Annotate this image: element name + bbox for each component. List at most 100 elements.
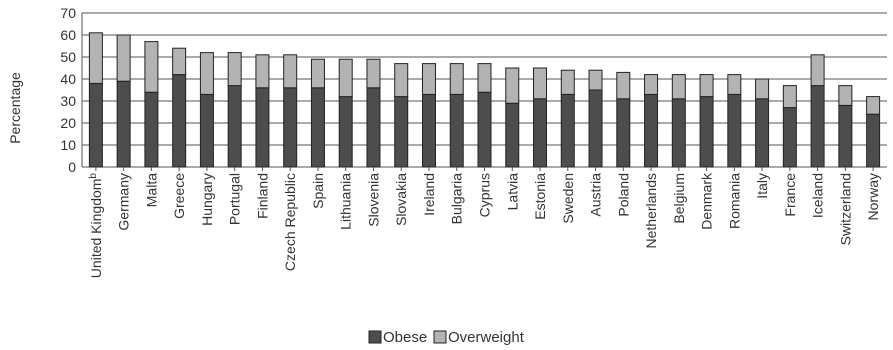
y-axis: 0 10 20 30 40 50 60 70 [60,5,83,175]
y-tick-label: 40 [60,71,76,87]
x-tick-label: Cyprus [477,173,493,217]
bar-overweight-netherlands [644,74,659,95]
x-tick-label-text: Romania [726,173,742,229]
y-tick-label: 30 [60,93,76,109]
bar-overweight-spain [310,58,325,89]
bar-overweight-belgium [671,74,686,100]
x-tick-label: Czech Republic [282,173,298,271]
x-tick-label: Malta [143,173,159,207]
bar-obese-united-kingdom [88,82,103,168]
bar-overweight-cyprus [477,63,492,93]
x-tick-label-text: Sweden [560,173,576,224]
x-tick-label-text: France [782,173,798,217]
bar-obese-iceland [810,85,825,168]
bar-obese-romania [727,93,742,168]
x-tick-label: Austria [588,173,604,217]
x-tick-label: Germany [116,173,132,231]
x-tick-label: Lithuania [338,173,354,230]
bar-overweight-austria [588,69,603,91]
x-tick-label: Romania [726,173,742,229]
x-tick-label: Greece [171,173,187,219]
bar-obese-france [782,107,797,168]
y-tick-label: 20 [60,115,76,131]
bar-overweight-sweden [560,69,575,95]
bar-overweight-portugal [227,52,242,87]
x-tick-label: Italy [754,173,770,199]
x-tick-label: United Kingdomb [88,173,104,279]
bars [88,32,881,168]
bar-obese-finland [255,87,270,168]
x-tick-label-text: United Kingdom [88,179,104,279]
y-tick-label: 0 [68,159,76,175]
x-tick-label-text: Malta [143,173,159,207]
x-tick-label-text: Latvia [504,173,520,211]
bar-obese-spain [310,87,325,168]
bar-obese-poland [616,98,631,168]
bar-overweight-latvia [505,67,520,104]
bar-overweight-italy [755,78,770,100]
bar-overweight-malta [144,41,159,93]
bar-overweight-iceland [810,54,825,87]
bar-overweight-lithuania [338,58,353,98]
x-tick-label-text: Ireland [421,173,437,216]
x-tick-label: Denmark [699,172,715,230]
legend-swatch-overweight [433,330,447,344]
x-tick-label-text: Lithuania [338,173,354,230]
bar-obese-portugal [227,85,242,168]
bar-overweight-czech-republic [283,54,298,89]
x-tick-label-text: Spain [310,173,326,209]
x-tick-label-text: Denmark [699,172,715,230]
x-tick-label: Iceland [810,173,826,218]
x-tick-label-text: Greece [171,173,187,219]
bar-overweight-poland [616,71,631,100]
x-tick-label-text: Switzerland [837,173,853,245]
bar-obese-latvia [505,102,520,168]
bar-overweight-germany [116,34,131,82]
bar-obese-slovenia [366,87,381,168]
x-tick-label-text: Norway [865,173,881,220]
legend: Obese Overweight [368,329,525,346]
legend-label-obese: Obese [383,329,427,346]
bar-obese-cyprus [477,91,492,168]
bar-overweight-ireland [421,63,436,95]
x-tick-label-text: Portugal [227,173,243,225]
x-tick-label-text: Bulgaria [449,173,465,225]
x-tick-label: France [782,173,798,217]
x-tick-label-text: Iceland [810,173,826,218]
x-tick-label-text: Slovakia [393,173,409,226]
bar-obese-netherlands [644,93,659,168]
bar-overweight-greece [172,47,187,76]
y-tick-label: 50 [60,49,76,65]
bar-overweight-bulgaria [449,63,464,95]
x-axis-tick-labels: United Kingdomb Germany Malta Greece Hungary… [88,167,881,278]
x-tick-label: Belgium [671,173,687,224]
y-axis-label: Percentage [7,72,23,144]
x-tick-label: Poland [615,173,631,217]
bar-obese-hungary [199,93,214,168]
x-tick-label-text: Finland [254,173,270,219]
x-tick-label: Switzerland [837,173,853,245]
x-tick-label: Finland [254,173,270,219]
x-tick-label-text: Estonia [532,173,548,220]
bar-obese-czech-republic [283,87,298,168]
x-tick-label-text: Hungary [199,173,215,226]
x-tick-label-text: Netherlands [643,173,659,249]
bar-obese-norway [866,113,881,168]
bar-overweight-denmark [699,74,714,98]
bar-overweight-estonia [533,67,548,100]
bar-overweight-norway [866,96,881,115]
x-tick-label: Hungary [199,173,215,226]
bar-obese-bulgaria [449,93,464,168]
bar-obese-ireland [421,93,436,168]
bar-overweight-romania [727,74,742,95]
x-tick-label-superscript: b [88,173,99,179]
x-tick-label: Sweden [560,173,576,224]
x-tick-label: Slovakia [393,173,409,226]
bar-obese-denmark [699,96,714,168]
y-tick-label: 70 [60,5,76,21]
bar-overweight-finland [255,54,270,89]
bar-obese-austria [588,89,603,168]
x-tick-label: Spain [310,173,326,209]
bar-obese-sweden [560,93,575,168]
legend-swatch-obese [368,330,382,344]
